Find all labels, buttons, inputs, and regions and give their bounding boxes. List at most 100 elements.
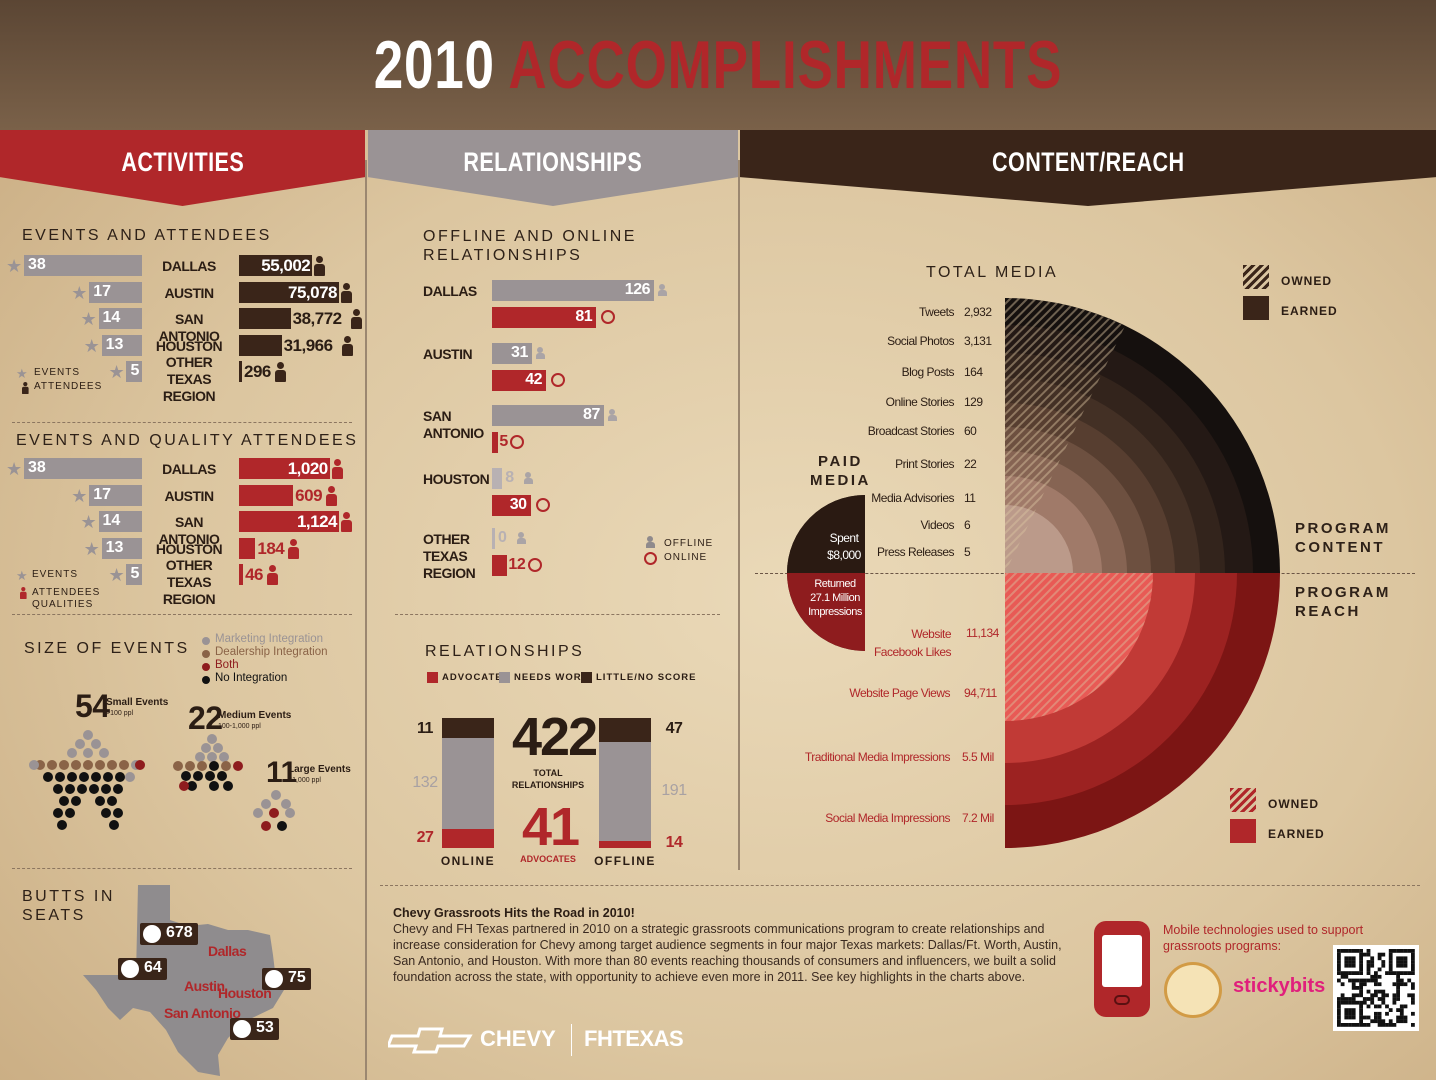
qr-cell bbox=[1396, 963, 1400, 968]
legend-dot bbox=[202, 650, 210, 658]
qr-cell bbox=[1366, 989, 1371, 994]
event-dot bbox=[173, 761, 183, 771]
person-icon bbox=[288, 538, 300, 559]
qr-cell bbox=[1388, 1023, 1393, 1027]
reach-label: Website Facebook Likes bbox=[840, 625, 952, 661]
needs-value: 132 bbox=[412, 773, 438, 791]
legend-label: LITTLE/NO SCORE bbox=[596, 672, 697, 683]
qr-cell bbox=[1370, 963, 1375, 968]
event-dot bbox=[75, 739, 85, 749]
event-dot bbox=[101, 808, 111, 818]
events-bar: 38 bbox=[24, 255, 142, 276]
owned-hatch bbox=[1005, 298, 1125, 573]
qr-cell bbox=[1340, 974, 1345, 979]
qr-cell bbox=[1399, 982, 1404, 987]
program-content-label: PROGRAM CONTENT bbox=[1295, 520, 1391, 556]
event-dot bbox=[233, 761, 243, 771]
brand-divider bbox=[571, 1024, 572, 1056]
qr-cell bbox=[1377, 997, 1382, 1001]
city-label: DALLAS bbox=[162, 461, 216, 477]
qr-cell bbox=[1399, 963, 1404, 968]
qr-cell bbox=[1370, 956, 1375, 961]
qr-cell bbox=[1359, 986, 1363, 990]
star-icon: ★ bbox=[80, 512, 97, 532]
qr-cell bbox=[1366, 1004, 1371, 1009]
qr-cell bbox=[1374, 971, 1378, 975]
people-icon bbox=[517, 532, 531, 544]
qr-cell bbox=[1348, 997, 1352, 1001]
qr-cell bbox=[1374, 974, 1378, 979]
qr-cell bbox=[1388, 1019, 1393, 1024]
qr-cell bbox=[1348, 949, 1352, 953]
little-segment bbox=[599, 718, 651, 743]
reach-label: Website Page Views bbox=[849, 686, 950, 700]
qr-cell bbox=[1377, 956, 1382, 961]
person-icon bbox=[341, 282, 352, 303]
needs-segment bbox=[442, 738, 494, 830]
earned-swatch bbox=[1243, 296, 1269, 320]
qr-cell bbox=[1366, 978, 1371, 983]
legend-events: EVENTS bbox=[32, 569, 79, 580]
advocates-count: 41 bbox=[522, 797, 580, 857]
seat-value: 678 bbox=[166, 924, 193, 941]
qr-cell bbox=[1366, 963, 1371, 968]
qr-cell bbox=[1392, 997, 1397, 1001]
qr-cell bbox=[1351, 971, 1356, 975]
content-label: Media Advisories bbox=[871, 491, 954, 505]
qr-cell bbox=[1377, 974, 1382, 979]
qr-cell bbox=[1403, 971, 1408, 975]
qr-cell bbox=[1396, 1008, 1400, 1012]
qr-cell bbox=[1411, 1000, 1415, 1005]
qr-cell bbox=[1411, 952, 1415, 957]
event-dot bbox=[59, 760, 69, 770]
qr-cell bbox=[1351, 960, 1356, 964]
qr-cell bbox=[1351, 949, 1356, 953]
owned-swatch bbox=[1230, 788, 1256, 812]
content-value: 5 bbox=[964, 545, 971, 559]
qr-cell bbox=[1403, 960, 1408, 964]
qr-cell bbox=[1344, 956, 1349, 961]
qr-cell bbox=[1359, 1000, 1363, 1005]
fhtexas-brand: FHTEXAS bbox=[584, 1026, 684, 1051]
seat-badge: 64 bbox=[118, 958, 167, 980]
attendees-value: 609 bbox=[295, 485, 323, 505]
event-dot bbox=[221, 761, 231, 771]
event-dot bbox=[261, 821, 271, 831]
event-dot bbox=[83, 730, 93, 740]
event-dot bbox=[195, 752, 205, 762]
qr-cell bbox=[1396, 986, 1400, 990]
qr-cell bbox=[1344, 1008, 1349, 1012]
event-dot bbox=[29, 760, 39, 770]
legend-label: Marketing Integration bbox=[215, 633, 324, 645]
content-value: 129 bbox=[964, 395, 983, 409]
qr-cell bbox=[1362, 952, 1367, 957]
attendees-value: 184 bbox=[257, 538, 285, 558]
qr-cell bbox=[1403, 963, 1408, 968]
qr-cell bbox=[1411, 967, 1415, 972]
online-bar bbox=[492, 555, 508, 576]
qr-cell bbox=[1362, 1000, 1367, 1005]
qr-cell bbox=[1370, 993, 1375, 998]
legend-earned: EARNED bbox=[1281, 304, 1338, 318]
qr-code-icon bbox=[1333, 945, 1419, 1031]
qr-cell bbox=[1403, 1019, 1408, 1024]
content-label: Blog Posts bbox=[901, 365, 955, 379]
butts-heading: BUTTS IN SEATS bbox=[22, 888, 115, 924]
reach-label: Traditional Media Impressions bbox=[804, 750, 951, 764]
qr-cell bbox=[1381, 963, 1386, 968]
little-value: 11 bbox=[417, 720, 433, 737]
qr-cell bbox=[1366, 1023, 1371, 1027]
qr-cell bbox=[1359, 993, 1363, 998]
event-dot bbox=[91, 739, 101, 749]
large-events-count: 11 bbox=[266, 756, 297, 789]
seat-value: 53 bbox=[256, 1019, 274, 1036]
power-icon bbox=[510, 435, 525, 449]
qr-cell bbox=[1381, 952, 1386, 957]
online-value: 12 bbox=[508, 556, 526, 573]
qr-cell bbox=[1374, 1004, 1378, 1009]
power-icon bbox=[535, 498, 550, 512]
qr-cell bbox=[1381, 1023, 1386, 1027]
event-dot bbox=[179, 781, 189, 791]
qr-cell bbox=[1381, 993, 1386, 998]
returned-line: 27.1 Million bbox=[810, 592, 860, 604]
